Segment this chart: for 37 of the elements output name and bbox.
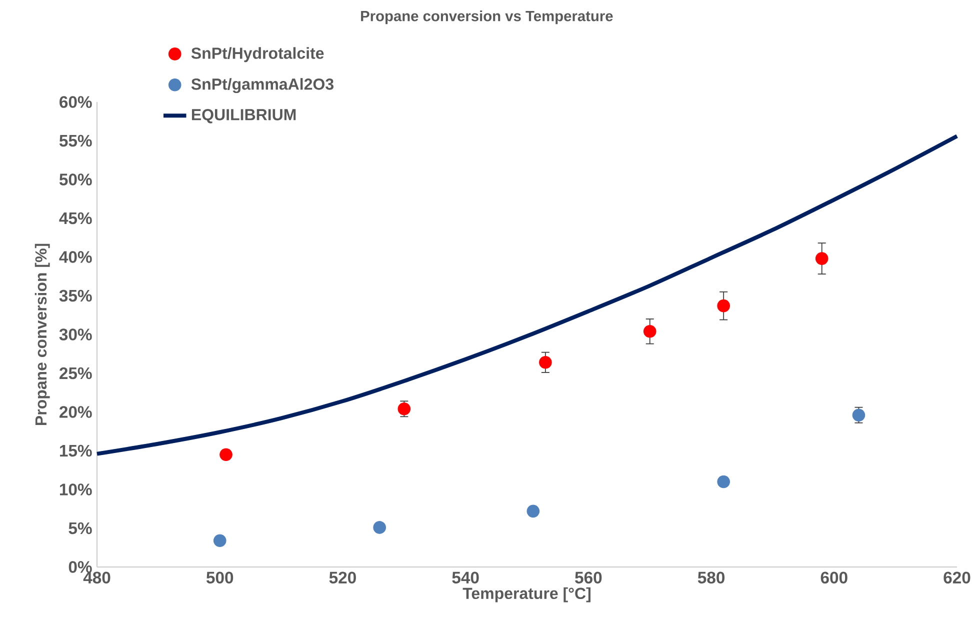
line-series (95, 134, 959, 456)
y-tick-label: 20% (60, 406, 92, 418)
x-tick-label: 600 (820, 572, 848, 584)
y-tick-label: 10% (60, 484, 92, 496)
y-tick-label: 15% (60, 444, 92, 457)
x-tick-label: 500 (206, 572, 234, 584)
point (815, 252, 828, 265)
x-tick-label: 620 (944, 572, 970, 584)
y-tick-label: 55% (59, 134, 92, 147)
y-tick-label: 5% (68, 522, 92, 534)
point (220, 448, 232, 462)
y-tick-label: 0% (68, 561, 92, 573)
point (213, 534, 226, 548)
point (526, 504, 540, 518)
chart-title: Propane conversion vs Temperature (361, 10, 613, 24)
y-tick-label: 30% (59, 328, 92, 340)
x-axis-title: Temperature [°C] (462, 587, 590, 602)
legend-label: SnPt/Hydrotalcite (191, 47, 324, 62)
y-tick-label: 45% (59, 212, 92, 224)
y-tick-label: 25% (60, 367, 92, 380)
point (717, 299, 730, 312)
x-tick-label: 540 (452, 572, 479, 584)
x-tick-label: 580 (698, 572, 725, 584)
y-axis-title: Propane conversion [%] (34, 244, 50, 425)
x-tick-label: 520 (329, 572, 356, 584)
point (643, 324, 656, 338)
y-tick-label: 40% (59, 251, 92, 263)
x-tick-label: 560 (575, 572, 602, 584)
point (373, 521, 386, 534)
legend-label: EQUILIBRIUM (192, 109, 296, 124)
y-tick-label: 50% (59, 174, 92, 186)
point (539, 356, 552, 369)
legend-label: SnPt/gammaAl2O3 (191, 78, 334, 94)
x-tick-label: 480 (83, 572, 110, 584)
y-tick-label: 60% (60, 96, 92, 108)
y-tick-label: 35% (59, 290, 92, 302)
point (717, 475, 730, 488)
